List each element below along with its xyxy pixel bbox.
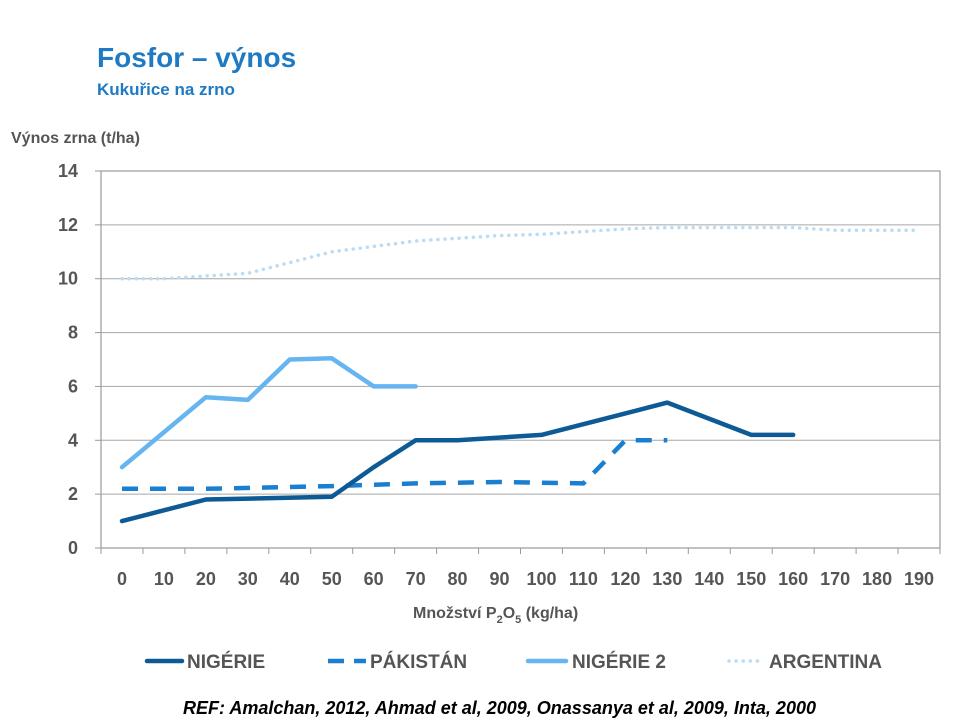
chart-title: Fosfor – výnos <box>97 42 297 73</box>
x-tick-label: 50 <box>322 569 342 589</box>
x-tick-label: 40 <box>280 569 300 589</box>
x-tick-label: 10 <box>154 569 174 589</box>
x-tick-label: 20 <box>196 569 216 589</box>
y-tick-label: 2 <box>68 484 78 504</box>
y-axis-label: Výnos zrna (t/ha) <box>11 130 140 147</box>
series-line-nigérie-2 <box>119 355 418 470</box>
x-tick-label: 60 <box>364 569 384 589</box>
x-tick-label: 90 <box>490 569 510 589</box>
series-line-nigérie <box>119 400 796 524</box>
x-tick-label: 80 <box>448 569 468 589</box>
x-tick-label: 160 <box>778 569 808 589</box>
y-tick-label: 10 <box>58 269 78 289</box>
x-tick-label: 120 <box>610 569 640 589</box>
reference-citation: REF: Amalchan, 2012, Ahmad et al, 2009, … <box>183 698 816 718</box>
x-tick-label: 180 <box>862 569 892 589</box>
y-tick-label: 14 <box>58 161 78 181</box>
chart-subtitle: Kukuřice na zrno <box>97 80 235 99</box>
x-tick-label: 190 <box>904 569 934 589</box>
x-axis-label: Množství P2O5 (kg/ha) <box>413 605 578 626</box>
y-tick-label: 0 <box>68 538 78 558</box>
legend-label: PÁKISTÁN <box>370 651 467 673</box>
x-tick-label: 110 <box>569 569 598 589</box>
legend: NIGÉRIE PÁKISTÁN NIGÉRIE 2 ARGENTINA <box>144 651 882 673</box>
y-tick-label: 4 <box>68 430 78 450</box>
y-tick-label: 12 <box>58 215 78 235</box>
legend-label: NIGÉRIE <box>187 651 265 673</box>
y-tick-label: 8 <box>68 323 78 343</box>
legend-label: ARGENTINA <box>769 652 882 673</box>
series-line-pákistán <box>122 438 668 492</box>
x-tick-label: 150 <box>736 569 766 589</box>
x-tick-label: 170 <box>820 569 850 589</box>
x-tick-label: 100 <box>526 569 556 589</box>
x-tick-label: 70 <box>406 569 426 589</box>
x-tick-label: 0 <box>117 569 127 589</box>
legend-label: NIGÉRIE 2 <box>572 651 666 673</box>
x-tick-label: 30 <box>238 569 258 589</box>
y-tick-label: 6 <box>68 376 78 396</box>
line-chart: Výnos zrna (t/ha) 0 2 4 6 8 10 12 14 0 10 20 30 40 5… <box>11 130 941 673</box>
x-tick-label: 140 <box>694 569 724 589</box>
series-line-argentina <box>120 225 921 281</box>
x-tick-label: 130 <box>652 569 682 589</box>
